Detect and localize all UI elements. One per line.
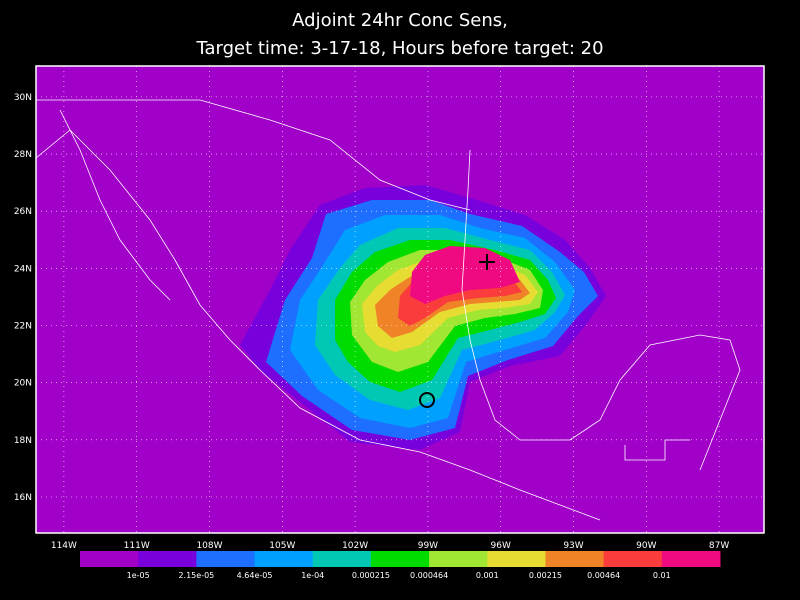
tick-labels: 114W 111W 108W 105W 102W 99W 96W 93W 90W 87W 16N 18…: [14, 93, 730, 551]
x-tick-label: 87W: [709, 541, 729, 551]
colorbar-box: [603, 551, 663, 567]
y-tick-label: 22N: [14, 322, 32, 332]
border: [36, 99, 471, 211]
colorbar-box: [80, 551, 139, 567]
coastline: [461, 149, 741, 471]
colorbar-label: 4.64e-05: [237, 571, 273, 580]
y-tick-label: 26N: [14, 207, 32, 217]
colorbar: 1e-05 2.15e-05 4.64e-05 1e-04 0.000215 0.0004…: [80, 551, 721, 580]
y-tick-label: 24N: [14, 264, 32, 274]
colorbar-box: [138, 551, 197, 567]
markers: [419, 254, 495, 408]
colorbar-label: 0.00464: [587, 571, 620, 580]
x-tick-label: 114W: [51, 541, 77, 551]
y-tick-label: 18N: [14, 436, 32, 446]
x-tick-label: 105W: [269, 541, 295, 551]
contour: [410, 246, 520, 304]
colorbar-label: 1e-04: [301, 571, 324, 580]
x-tick-label: 96W: [491, 541, 511, 551]
border: [624, 439, 690, 461]
map: [36, 66, 764, 533]
colorbar-label: 0.000215: [352, 571, 390, 580]
colorbar-box: [370, 551, 430, 567]
colorbar-box: [429, 551, 488, 567]
title-line: Target time: 3-17-18, Hours before targe…: [195, 38, 603, 59]
coastlines: [36, 99, 741, 521]
y-tick-label: 30N: [14, 93, 32, 103]
target-marker: [479, 254, 495, 270]
x-tick-label: 108W: [196, 541, 222, 551]
x-tick-label: 90W: [636, 541, 656, 551]
colorbar-box: [545, 551, 605, 567]
coastline: [36, 129, 601, 521]
title-line: Adjoint 24hr Conc Sens,: [292, 10, 508, 31]
colorbar-label: 0.01: [653, 571, 671, 580]
colorbar-box: [196, 551, 256, 567]
contours: [240, 185, 606, 450]
colorbar-label: 0.000464: [410, 571, 448, 580]
colorbar-label: 2.15e-05: [178, 571, 214, 580]
coastline: [59, 109, 171, 301]
source-marker: [419, 392, 435, 408]
x-tick-label: 99W: [418, 541, 438, 551]
colorbar-label: 1e-05: [127, 571, 150, 580]
x-tick-label: 111W: [124, 541, 150, 551]
y-tick-label: 28N: [14, 150, 32, 160]
colorbar-box: [312, 551, 372, 567]
map-frame: [35, 65, 765, 534]
colorbar-label: 0.001: [476, 571, 499, 580]
x-tick-label: 93W: [563, 541, 583, 551]
colorbar-box: [487, 551, 546, 567]
x-tick-label: 102W: [342, 541, 368, 551]
colorbar-label: 0.00215: [529, 571, 562, 580]
y-tick-label: 20N: [14, 379, 32, 389]
colorbar-box: [661, 551, 721, 567]
colorbar-box: [254, 551, 314, 567]
y-tick-label: 16N: [14, 493, 32, 503]
